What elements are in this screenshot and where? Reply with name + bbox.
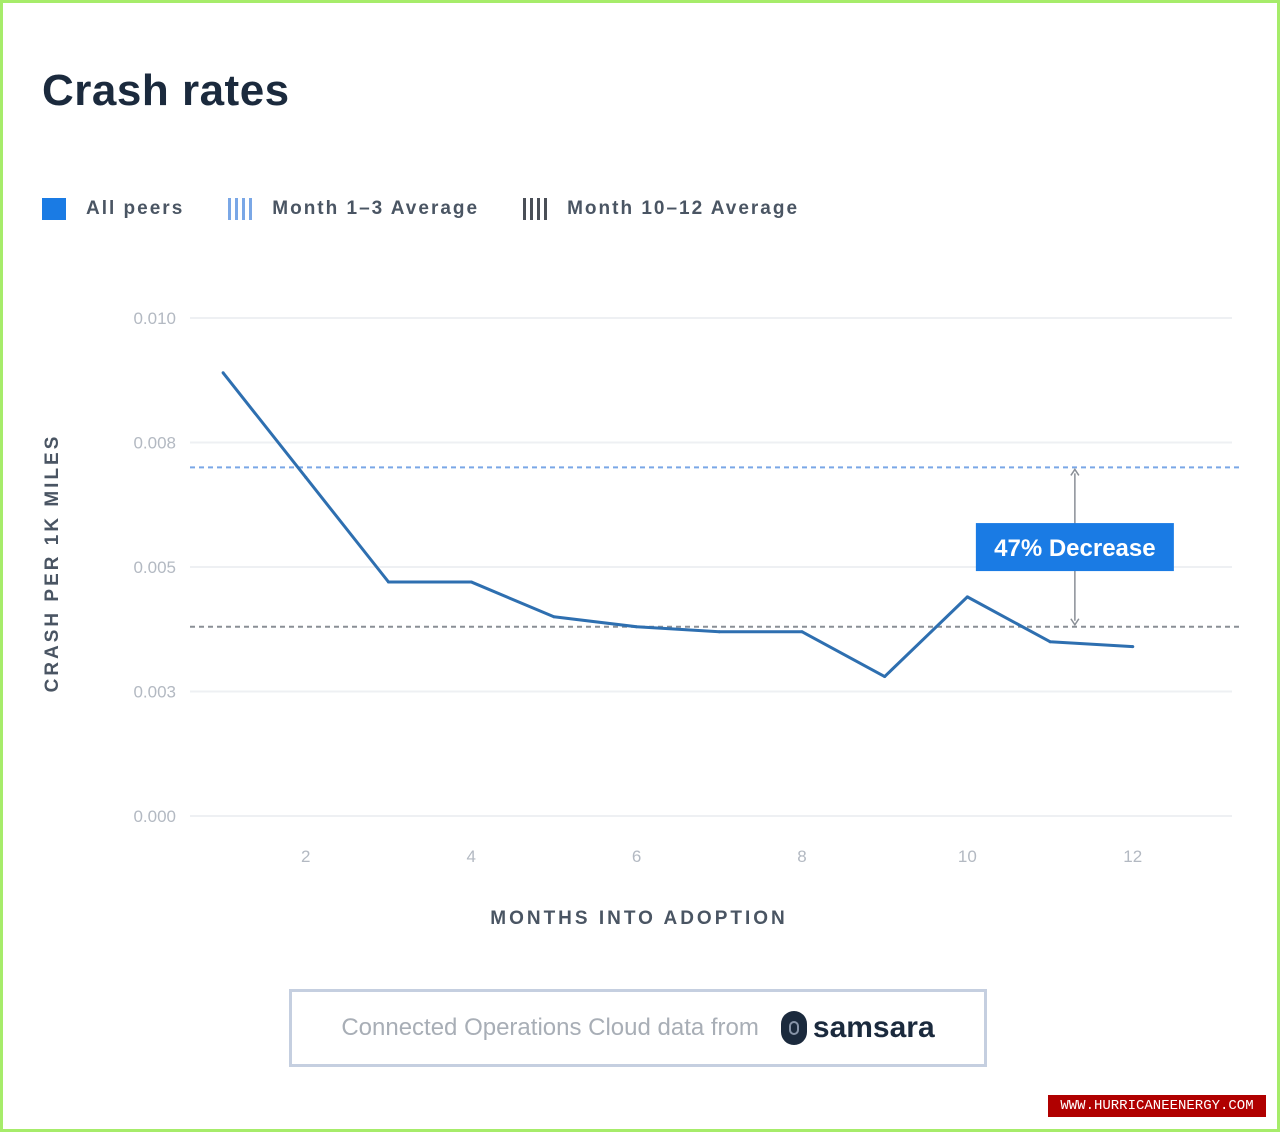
legend-label-all-peers: All peers bbox=[86, 198, 185, 219]
y-axis-title: CRASH PER 1K MILES bbox=[42, 434, 63, 693]
data-point bbox=[221, 371, 225, 375]
samsara-logo: samsara bbox=[780, 1011, 935, 1045]
legend-swatch-month-1-3 bbox=[228, 198, 253, 220]
data-point bbox=[304, 475, 308, 479]
x-tick-label: 10 bbox=[958, 847, 977, 866]
arrow-head-bottom bbox=[1070, 618, 1080, 627]
line-chart: 0.000 0.003 0.005 0.008 0.010 2 4 6 8 10 12 MONTHS … bbox=[42, 309, 1240, 929]
x-tick-label: 4 bbox=[466, 847, 475, 866]
samsara-logo-wordmark: samsara bbox=[812, 1011, 935, 1044]
arrow-head-top bbox=[1070, 468, 1080, 476]
y-tick-label: 0.010 bbox=[133, 309, 176, 328]
data-point bbox=[552, 615, 556, 619]
series-line bbox=[221, 371, 1133, 679]
chart-legend: All peers Month 1–3 Average Month 10–12 … bbox=[42, 194, 843, 224]
y-tick-label: 0.000 bbox=[133, 807, 176, 826]
source-text: Connected Operations Cloud data from bbox=[341, 1014, 759, 1041]
data-point bbox=[1048, 640, 1052, 644]
data-point bbox=[469, 580, 473, 584]
y-tick-label: 0.005 bbox=[133, 558, 176, 577]
decrease-badge bbox=[975, 523, 1174, 572]
y-tick-label: 0.008 bbox=[133, 434, 176, 453]
chart-title: Crash rates bbox=[42, 66, 290, 115]
y-tick-label: 0.003 bbox=[133, 683, 176, 702]
decrease-badge-label: 47% Decrease bbox=[994, 535, 1155, 562]
legend-item-all-peers[interactable]: All peers bbox=[42, 198, 184, 220]
data-point bbox=[800, 630, 804, 634]
watermark: WWW.HURRICANEENERGY.COM bbox=[1048, 1095, 1266, 1117]
data-point bbox=[965, 595, 969, 599]
legend-item-month-10-12[interactable]: Month 10–12 Average bbox=[523, 198, 799, 220]
data-point bbox=[1131, 645, 1135, 649]
legend-label-month-10-12: Month 10–12 Average bbox=[567, 198, 800, 219]
x-tick-label: 12 bbox=[1123, 847, 1142, 866]
data-point bbox=[717, 630, 721, 634]
legend-label-month-1-3: Month 1–3 Average bbox=[272, 198, 480, 219]
x-tick-label: 6 bbox=[632, 847, 641, 866]
legend-swatch-month-10-12 bbox=[523, 198, 548, 220]
x-axis-title: MONTHS INTO ADOPTION bbox=[490, 908, 788, 929]
x-tick-label: 2 bbox=[301, 847, 310, 866]
samsara-logo-icon bbox=[780, 1011, 807, 1045]
source-attribution: Connected Operations Cloud data from sam… bbox=[289, 989, 987, 1067]
x-tick-label: 8 bbox=[797, 847, 806, 866]
data-point bbox=[883, 675, 887, 679]
legend-swatch-all-peers bbox=[42, 198, 66, 220]
data-point bbox=[635, 625, 639, 629]
data-point bbox=[386, 580, 390, 584]
legend-item-month-1-3[interactable]: Month 1–3 Average bbox=[228, 198, 479, 220]
